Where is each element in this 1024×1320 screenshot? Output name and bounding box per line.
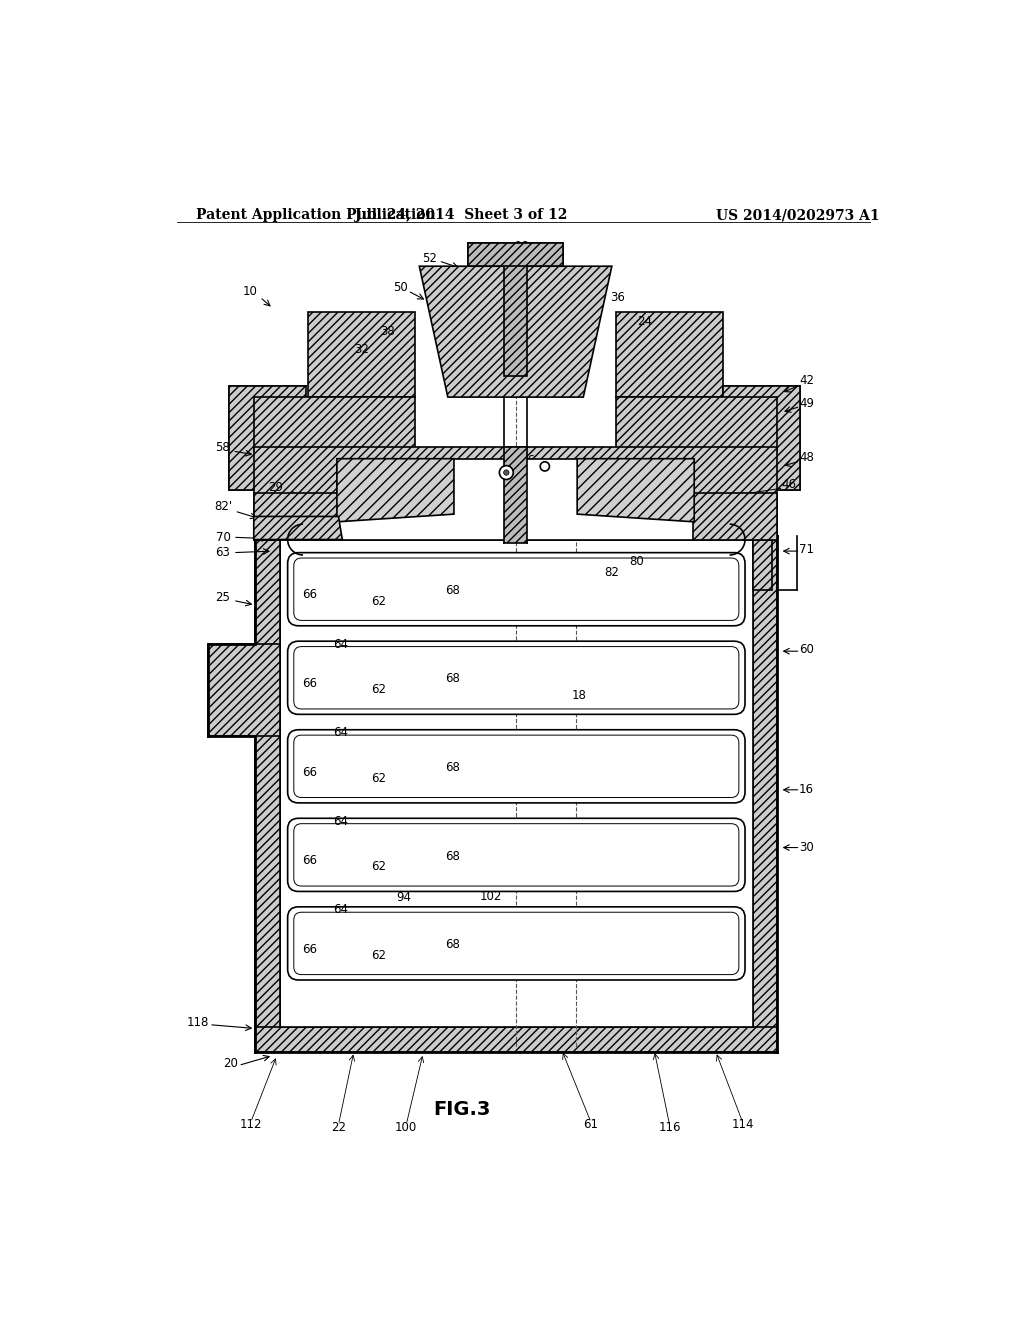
Text: 24: 24 <box>637 315 652 329</box>
Text: 60: 60 <box>799 643 814 656</box>
Text: 66: 66 <box>302 766 316 779</box>
Text: 32: 32 <box>354 343 369 356</box>
Text: 118: 118 <box>187 1016 210 1028</box>
Bar <box>208 644 280 737</box>
Polygon shape <box>692 494 777 540</box>
Text: 50: 50 <box>392 281 408 294</box>
Text: 30: 30 <box>800 841 814 854</box>
Text: 82': 82' <box>214 500 232 513</box>
Text: 70: 70 <box>215 531 230 544</box>
Polygon shape <box>578 459 694 521</box>
Text: 68: 68 <box>445 583 460 597</box>
Text: 61: 61 <box>584 1118 598 1131</box>
Text: 46: 46 <box>781 478 797 491</box>
Bar <box>504 447 527 544</box>
Text: 102: 102 <box>479 890 502 903</box>
FancyBboxPatch shape <box>288 642 745 714</box>
Text: 48: 48 <box>799 450 814 463</box>
Text: 10: 10 <box>243 285 257 298</box>
Text: 54: 54 <box>467 243 482 256</box>
Text: FIG.3: FIG.3 <box>433 1100 490 1119</box>
Polygon shape <box>254 494 339 540</box>
Text: 112: 112 <box>240 1118 262 1131</box>
Text: 64: 64 <box>333 903 348 916</box>
Text: 58: 58 <box>216 441 230 454</box>
Polygon shape <box>419 267 611 397</box>
Text: 18: 18 <box>572 689 587 702</box>
Circle shape <box>500 466 513 479</box>
Text: 64: 64 <box>333 814 348 828</box>
Text: 62: 62 <box>371 594 386 607</box>
Polygon shape <box>254 397 416 451</box>
Text: 85: 85 <box>477 499 493 511</box>
Text: 9: 9 <box>604 500 611 513</box>
Text: 49: 49 <box>799 397 814 409</box>
Text: 66: 66 <box>302 589 316 602</box>
Polygon shape <box>337 459 694 540</box>
Text: 68: 68 <box>445 672 460 685</box>
Text: 66: 66 <box>302 854 316 867</box>
Bar <box>504 249 527 376</box>
Text: 38: 38 <box>380 325 395 338</box>
Text: Jul. 24, 2014  Sheet 3 of 12: Jul. 24, 2014 Sheet 3 of 12 <box>355 209 568 223</box>
Bar <box>229 385 306 490</box>
Text: 71: 71 <box>799 543 814 556</box>
Text: 64: 64 <box>333 726 348 739</box>
Text: 114: 114 <box>731 1118 754 1131</box>
Bar <box>753 536 772 590</box>
Text: 29: 29 <box>268 482 283 495</box>
Bar <box>753 536 777 1052</box>
Text: Patent Application Publication: Patent Application Publication <box>196 209 435 223</box>
FancyBboxPatch shape <box>288 907 745 979</box>
Text: 80: 80 <box>629 556 644 569</box>
Text: 96: 96 <box>520 454 536 467</box>
Text: 42: 42 <box>799 374 814 387</box>
Text: 62: 62 <box>371 861 386 874</box>
Text: 100: 100 <box>395 1121 418 1134</box>
Text: 66: 66 <box>302 677 316 690</box>
Bar <box>468 243 563 267</box>
FancyBboxPatch shape <box>288 730 745 803</box>
Text: 20: 20 <box>223 1056 239 1069</box>
Text: 36: 36 <box>609 290 625 304</box>
Text: 22: 22 <box>331 1121 346 1134</box>
Bar <box>255 1027 777 1052</box>
Circle shape <box>541 462 550 471</box>
Text: 62: 62 <box>371 772 386 785</box>
Text: 68: 68 <box>445 850 460 862</box>
Text: 116: 116 <box>658 1121 681 1134</box>
Polygon shape <box>254 516 342 540</box>
Text: 63: 63 <box>215 546 230 560</box>
Polygon shape <box>307 313 416 397</box>
Polygon shape <box>254 447 777 540</box>
Text: 66: 66 <box>302 942 316 956</box>
Text: US 2014/0202973 A1: US 2014/0202973 A1 <box>716 209 880 223</box>
FancyBboxPatch shape <box>288 818 745 891</box>
Polygon shape <box>337 459 454 521</box>
Text: 25: 25 <box>215 591 230 603</box>
Polygon shape <box>615 397 777 451</box>
Text: 68: 68 <box>445 760 460 774</box>
Text: 84: 84 <box>462 491 477 504</box>
Text: 64: 64 <box>333 638 348 651</box>
Text: 91: 91 <box>457 515 471 528</box>
Text: 9: 9 <box>341 500 348 513</box>
Text: 16: 16 <box>799 783 814 796</box>
Text: 94: 94 <box>396 891 412 904</box>
Bar <box>255 536 280 1052</box>
Text: 40: 40 <box>578 286 592 298</box>
Text: 52: 52 <box>422 252 437 265</box>
Text: 62: 62 <box>371 949 386 962</box>
Text: 140: 140 <box>439 482 461 495</box>
Polygon shape <box>615 313 724 397</box>
Text: 90: 90 <box>481 471 496 483</box>
Circle shape <box>504 470 509 475</box>
Text: 68: 68 <box>445 939 460 952</box>
Text: 18: 18 <box>514 240 529 253</box>
FancyBboxPatch shape <box>288 553 745 626</box>
Text: 82: 82 <box>604 566 620 579</box>
Text: 62: 62 <box>371 684 386 696</box>
Text: 44: 44 <box>545 305 560 317</box>
Bar <box>724 385 801 490</box>
